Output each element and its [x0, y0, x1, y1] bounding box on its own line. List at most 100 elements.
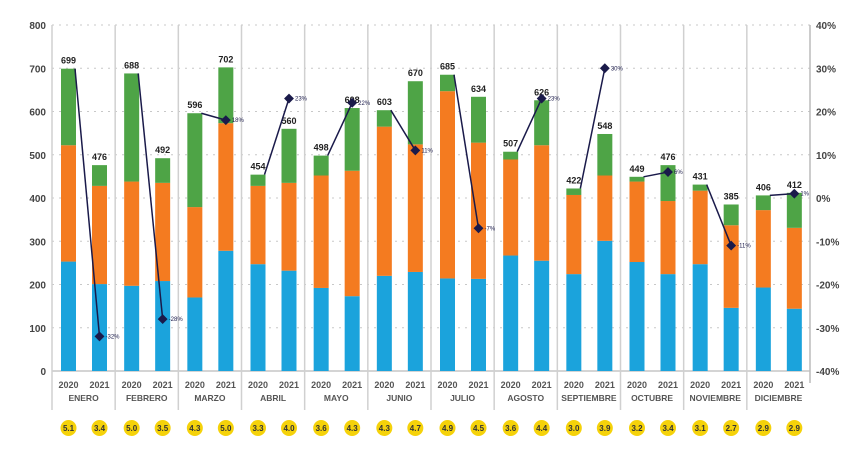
change-line — [137, 73, 164, 320]
badge-circle — [91, 420, 108, 436]
bar-segment-green — [344, 108, 360, 171]
badge-label: 3.9 — [599, 424, 611, 433]
bar-segment-blue — [376, 275, 392, 371]
change-line — [579, 68, 606, 189]
bar-segment-green — [503, 151, 519, 160]
year-label: 2021 — [89, 380, 109, 390]
year-label: 2020 — [690, 380, 710, 390]
year-label: 2020 — [311, 380, 331, 390]
y2-tick-label: 20% — [816, 108, 836, 119]
total-label: 634 — [471, 84, 486, 94]
bar-segment-green — [407, 81, 423, 145]
bar-segment-blue — [250, 264, 266, 371]
bar-segment-blue — [218, 250, 234, 371]
year-label: 2021 — [595, 380, 615, 390]
bar-segment-blue — [597, 240, 613, 371]
total-label: 406 — [756, 182, 771, 192]
month-label: NOVIEMBRE — [690, 393, 742, 403]
year-label: 2021 — [216, 380, 236, 390]
bar-segment-green — [250, 174, 266, 186]
change-label: 18% — [232, 118, 245, 124]
month-label: ABRIL — [260, 393, 286, 403]
year-label: 2021 — [658, 380, 678, 390]
bar-segment-blue — [660, 274, 676, 371]
year-label: 2021 — [721, 380, 741, 390]
change-label: 22% — [358, 101, 371, 107]
y-tick-label: 0 — [40, 367, 46, 378]
bar-segment-orange — [692, 190, 708, 265]
change-line — [263, 98, 290, 175]
bar-segment-orange — [250, 185, 266, 265]
change-diamond — [726, 240, 737, 251]
badge-circle — [154, 420, 171, 436]
y2-tick-label: -30% — [816, 324, 839, 335]
year-label: 2020 — [627, 380, 647, 390]
badge-label: 2.9 — [789, 424, 801, 433]
badge-label: 3.4 — [94, 424, 106, 433]
bar-segment-orange — [723, 225, 739, 308]
badge-label: 3.2 — [631, 424, 643, 433]
badge-circle — [123, 420, 140, 436]
bar-segment-blue — [503, 255, 519, 371]
y-tick-label: 300 — [29, 237, 46, 248]
bar-segment-orange — [218, 123, 234, 251]
bar-segment-green — [692, 184, 708, 191]
total-label: 626 — [534, 87, 549, 97]
bar-segment-orange — [376, 126, 392, 276]
total-label: 670 — [408, 68, 423, 78]
bar-segment-orange — [344, 170, 360, 297]
badge-circle — [470, 420, 487, 436]
month-label: ENERO — [68, 393, 99, 403]
change-line — [201, 112, 227, 121]
bar-segment-green — [566, 188, 582, 195]
month-label: FEBRERO — [126, 393, 168, 403]
total-label: 454 — [250, 162, 265, 172]
y2-tick-label: -40% — [816, 367, 839, 378]
y2-tick-label: 40% — [816, 21, 836, 32]
month-label: JUNIO — [386, 393, 412, 403]
total-label: 476 — [92, 152, 107, 162]
bar-segment-blue — [629, 262, 645, 371]
bar-segment-green — [376, 110, 392, 127]
total-label: 702 — [218, 54, 233, 64]
total-label: 596 — [187, 100, 202, 110]
year-label: 2020 — [122, 380, 142, 390]
bar-segment-orange — [755, 210, 771, 288]
total-label: 685 — [440, 62, 455, 72]
change-label: 30% — [611, 66, 624, 72]
change-label: 23% — [548, 97, 561, 103]
badge-label: 3.3 — [252, 424, 264, 433]
y-tick-label: 200 — [29, 281, 46, 292]
y2-tick-label: -10% — [816, 237, 839, 248]
y-tick-label: 400 — [29, 194, 46, 205]
change-label: 11% — [421, 148, 433, 154]
bar-segment-green — [313, 155, 329, 176]
badge-label: 5.0 — [220, 424, 232, 433]
bar-segment-green — [534, 100, 550, 146]
badge-circle — [281, 420, 297, 436]
badge-label: 4.4 — [536, 424, 548, 433]
year-label: 2021 — [279, 380, 299, 390]
change-diamond — [284, 93, 294, 104]
badge-circle — [692, 420, 709, 436]
bar-segment-blue — [281, 270, 297, 371]
badge-label: 4.3 — [347, 424, 359, 433]
bar-segment-blue — [155, 281, 171, 371]
bar-segment-orange — [155, 182, 171, 282]
bar-segment-blue — [61, 261, 76, 371]
year-label: 2021 — [342, 380, 362, 390]
bar-segment-orange — [187, 207, 203, 298]
y2-tick-label: -20% — [816, 281, 839, 292]
y2-tick-label: 30% — [816, 64, 836, 75]
change-line — [705, 184, 732, 246]
badge-label: 3.4 — [662, 424, 674, 433]
badge-circle — [755, 420, 772, 436]
badge-label: 5.1 — [63, 424, 75, 433]
bar-segment-green — [660, 165, 676, 202]
badge-circle — [250, 420, 266, 436]
bar-segment-orange — [61, 145, 76, 262]
bar-segment-green — [155, 158, 171, 183]
total-label: 498 — [314, 143, 329, 153]
y-tick-label: 100 — [29, 324, 46, 335]
